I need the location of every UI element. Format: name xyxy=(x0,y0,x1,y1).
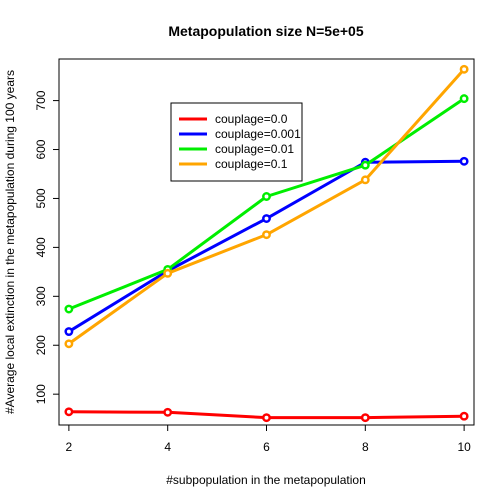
data-point xyxy=(459,94,469,104)
y-tick-label: 500 xyxy=(34,188,48,208)
y-axis: 100 200 300 400 500 600 700 xyxy=(34,90,59,404)
legend-label: couplage=0.1 xyxy=(215,157,288,171)
x-axis-label: #subpopulation in the metapopulation xyxy=(166,473,366,487)
data-point xyxy=(360,413,370,423)
x-tick-label: 2 xyxy=(66,440,73,454)
data-point xyxy=(64,304,74,314)
data-point xyxy=(262,413,271,423)
y-tick-label: 400 xyxy=(34,237,48,257)
data-point xyxy=(459,64,469,74)
data-point xyxy=(163,268,173,278)
x-tick-label: 4 xyxy=(164,440,171,454)
y-tick-label: 100 xyxy=(34,384,48,404)
y-tick-label: 200 xyxy=(34,335,48,355)
x-tick-label: 6 xyxy=(263,440,270,454)
data-point xyxy=(360,175,370,185)
data-point xyxy=(163,407,173,417)
data-point xyxy=(262,230,271,240)
y-tick-label: 600 xyxy=(34,139,48,159)
data-point xyxy=(64,407,74,417)
y-tick-label: 700 xyxy=(34,90,48,110)
data-point xyxy=(64,339,74,349)
data-point xyxy=(459,156,469,166)
data-point xyxy=(262,192,271,201)
series-layer xyxy=(64,64,469,423)
legend-label: couplage=0.01 xyxy=(215,142,294,156)
data-point xyxy=(459,411,469,421)
x-tick-label: 10 xyxy=(457,440,471,454)
x-tick-label: 8 xyxy=(362,440,369,454)
series-line-1 xyxy=(68,159,465,333)
x-axis: 2 4 6 8 10 xyxy=(66,425,471,454)
data-point xyxy=(262,214,271,223)
data-point xyxy=(360,160,370,170)
y-axis-label: #Average local extinction in the metapop… xyxy=(3,70,17,414)
legend-label: couplage=0.0 xyxy=(215,112,288,126)
data-point xyxy=(64,327,74,336)
chart-title: Metapopulation size N=5e+05 xyxy=(168,23,363,39)
legend: couplage=0.0couplage=0.001couplage=0.01c… xyxy=(170,102,303,182)
y-tick-label: 300 xyxy=(34,286,48,306)
legend-label: couplage=0.001 xyxy=(215,127,301,141)
legend-box xyxy=(170,102,303,182)
